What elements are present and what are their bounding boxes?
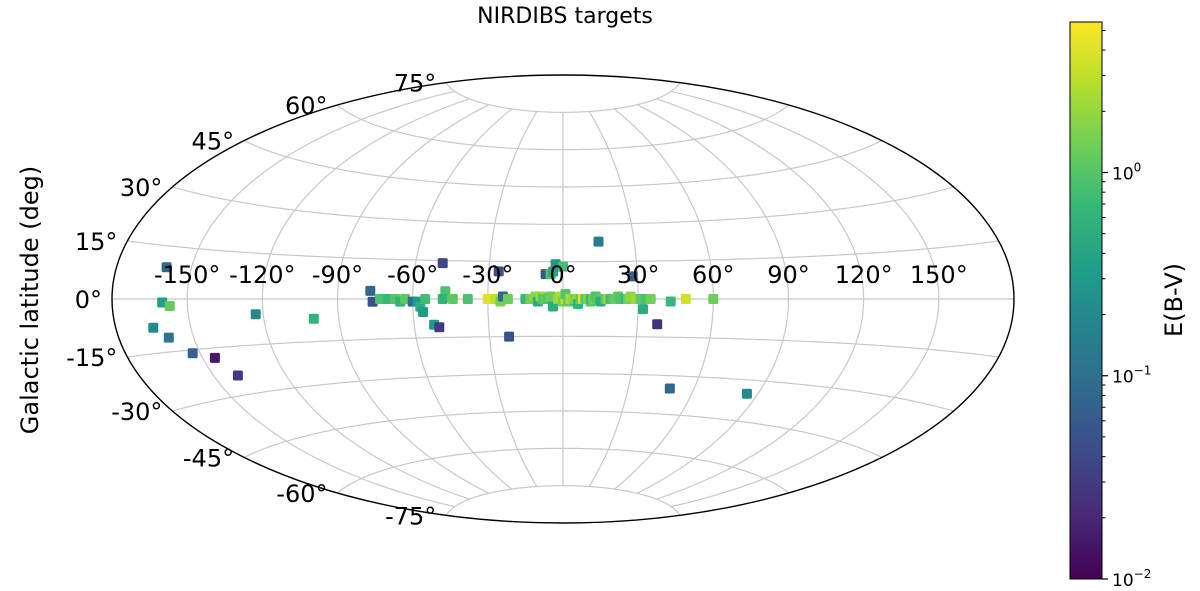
target-marker [161, 262, 172, 273]
target-marker [232, 370, 243, 381]
colorbar-tick-label: 100 [1112, 160, 1141, 184]
target-marker [440, 286, 451, 297]
colorbar-tick-label: 10−1 [1112, 364, 1151, 388]
target-marker [665, 296, 676, 307]
meridian-line [671, 90, 940, 508]
latitude-tick-label: -75° [385, 502, 436, 530]
latitude-tick-label: 75° [394, 70, 437, 98]
longitude-tick-label: -120° [229, 261, 295, 289]
longitude-tick-label: -60° [387, 261, 438, 289]
colorbar-ticks: 100 10−1 10−2 [1102, 29, 1151, 591]
target-marker [365, 285, 376, 296]
longitude-tick-label: 30° [617, 261, 660, 289]
latitude-tick-labels: 75° 60° 45° 30°15° 0° -15° -30° -45° -60° -75° [66, 70, 436, 531]
longitude-tick-label: 60° [692, 261, 735, 289]
target-marker [418, 307, 429, 317]
target-marker [493, 266, 504, 277]
meridian-line [656, 98, 865, 500]
target-marker [164, 301, 175, 311]
target-marker [157, 297, 168, 308]
target-marker [502, 294, 513, 304]
target-marker [708, 294, 719, 304]
latitude-tick-label: -60° [276, 480, 327, 508]
target-marker [482, 294, 493, 304]
target-marker [664, 383, 675, 394]
target-marker [308, 313, 319, 324]
chart-title: NIRDIBS targets [477, 4, 653, 29]
target-marker [420, 294, 431, 304]
longitude-tick-label: 120° [835, 261, 893, 289]
target-marker [437, 294, 448, 304]
target-marker [558, 261, 568, 272]
longitude-tick-label: -30° [462, 261, 513, 289]
latitude-tick-label: -30° [111, 398, 162, 426]
latitude-tick-label: 15° [75, 228, 118, 256]
longitude-tick-label: 90° [767, 261, 810, 289]
meridian-line [636, 104, 790, 494]
target-marker [163, 332, 174, 343]
target-marker [447, 294, 458, 304]
target-points [148, 236, 752, 399]
parallel-line [445, 82, 681, 113]
target-marker [645, 294, 656, 304]
latitude-tick-label: 45° [192, 128, 235, 156]
longitude-tick-label: 0° [549, 261, 576, 289]
sky-boundary [111, 74, 1015, 524]
longitude-tick-label: 150° [910, 261, 968, 289]
target-marker [593, 236, 604, 247]
latitude-tick-label: -15° [66, 344, 117, 372]
latitude-tick-label: 0° [75, 286, 102, 314]
longitude-tick-labels: -150° -120° -90° -60° -30° 0° 30° 60° 90° 120° 150… [154, 261, 968, 289]
latitude-tick-label: 60° [285, 92, 328, 120]
target-marker [434, 322, 445, 333]
target-marker [187, 348, 198, 359]
meridian-line [261, 98, 470, 500]
colorbar [1069, 21, 1103, 580]
longitude-tick-label: -150° [154, 261, 220, 289]
target-marker [400, 294, 411, 304]
target-marker [148, 322, 159, 333]
latitude-tick-label: -45° [183, 444, 234, 472]
target-marker [504, 331, 515, 342]
target-marker [209, 352, 220, 363]
target-marker [638, 304, 648, 315]
meridian-line [336, 104, 490, 494]
longitude-tick-label: -90° [312, 261, 363, 289]
target-marker [652, 319, 663, 330]
target-marker [250, 309, 261, 320]
y-axis-label: Galactic latitude (deg) [16, 166, 44, 434]
target-marker [741, 388, 752, 399]
target-marker [627, 271, 638, 282]
parallel-line [445, 485, 681, 516]
target-marker [680, 294, 691, 304]
target-marker [462, 294, 473, 304]
colorbar-label: E(B-V) [1160, 263, 1188, 337]
colorbar-tick-label: 10−2 [1112, 567, 1151, 591]
meridian-line [186, 90, 455, 508]
latitude-tick-label: 30° [120, 174, 163, 202]
target-marker [437, 258, 448, 269]
